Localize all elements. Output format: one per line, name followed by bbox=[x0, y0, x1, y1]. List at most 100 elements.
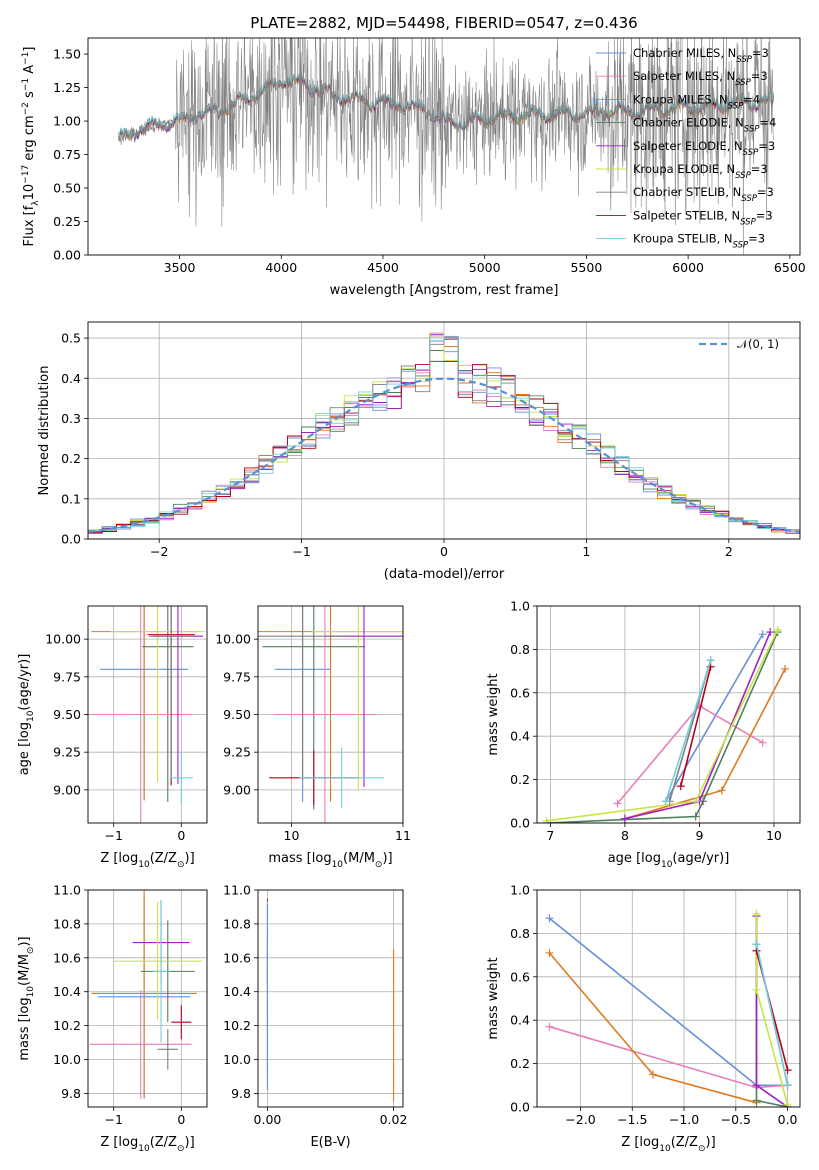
age-vs-Z-plot-area bbox=[88, 606, 205, 823]
mass-vs-Z-panel: −1 0 9.8 10.0 10.2 10.4 10.6 10.8 11.0 Z [log10(Z… bbox=[17, 883, 208, 1154]
residuals-xlabel: (data-model)/error bbox=[384, 567, 505, 582]
weight-vs-age-marker-kroupa-miles-2 bbox=[781, 664, 790, 673]
mass-vs-Z-xtick-label-1: 0 bbox=[177, 1112, 185, 1127]
spectrum-frame bbox=[87, 37, 801, 256]
weight-vs-age-ytick-label-1: 0.2 bbox=[510, 772, 530, 787]
mass-vs-Z-xtick-label-0: −1 bbox=[104, 1112, 122, 1127]
weight-vs-age-marker-kroupa-elodie-2 bbox=[773, 625, 782, 634]
residuals-hist-kroupa-elodie bbox=[88, 333, 800, 532]
residuals-ytick-label-0: 0.0 bbox=[61, 532, 81, 547]
age-vs-mass-xtick-label-1: 11 bbox=[395, 828, 411, 843]
spectrum-legend-label-3: Chabrier ELODIE, NSSP=4 bbox=[633, 116, 776, 135]
age-vs-mass-ytick-label-3: 9.75 bbox=[223, 669, 251, 684]
residuals-ylabel: Normed distribution bbox=[37, 366, 52, 496]
weight-vs-Z-marker-kroupa-miles-1 bbox=[648, 1070, 657, 1079]
age-vs-Z-ytick-label-1: 9.25 bbox=[53, 745, 81, 760]
weight-vs-age-marker-kroupa-miles-1 bbox=[717, 786, 726, 795]
weight-vs-Z-ytick-label-4: 0.8 bbox=[510, 926, 530, 941]
mass-vs-Z-ylabel: mass [log10(M/M⊙)] bbox=[17, 936, 36, 1060]
weight-vs-Z-marker-kroupa-elodie-2 bbox=[783, 1100, 792, 1107]
residuals-ytick-label-1: 0.1 bbox=[61, 491, 81, 506]
mass-vs-Z-plot-area bbox=[90, 890, 202, 1099]
spectrum-ytick-label-0: 0.00 bbox=[53, 248, 81, 263]
age-vs-Z-ytick-label-2: 9.50 bbox=[53, 707, 81, 722]
age-vs-mass-ytick-label-2: 9.50 bbox=[223, 707, 251, 722]
weight-vs-Z-marker-salpeter-elodie-1 bbox=[752, 1081, 761, 1090]
weight-vs-age-marker-chabrier-elodie-1 bbox=[691, 812, 700, 821]
spectrum-legend-label-2: Kroupa MILES, NSSP=4 bbox=[633, 92, 760, 111]
weight-vs-Z-panel: −2.0 −1.5 −1.0 −0.5 0.0 0.0 0.2 0.4 0.6 0.8 1.0 Z [… bbox=[486, 883, 801, 1154]
weight-vs-Z-line-kroupa-stelib bbox=[755, 944, 789, 1086]
weight-vs-age-marker-salpeter-miles-0 bbox=[613, 799, 622, 808]
weight-vs-age-xtick-label-1: 8 bbox=[621, 828, 629, 843]
residuals-legend-label: 𝒩(0, 1) bbox=[737, 337, 779, 351]
weight-vs-age-ytick-label-3: 0.6 bbox=[510, 685, 530, 700]
weight-vs-Z-xtick-label-0: −2.0 bbox=[565, 1112, 595, 1127]
mass-vs-EBV-xlabel: E(B-V) bbox=[310, 1135, 350, 1150]
spectrum-xlabel: wavelength [Angstrom, rest frame] bbox=[330, 283, 559, 298]
weight-vs-Z-frame bbox=[536, 889, 801, 1108]
weight-vs-Z-marker-kroupa-stelib-0 bbox=[752, 940, 761, 949]
weight-vs-age-xtick-label-2: 9 bbox=[695, 828, 703, 843]
spectrum-xtick-label-2: 4500 bbox=[367, 260, 399, 275]
age-vs-mass-ytick-label-0: 9.00 bbox=[223, 782, 251, 797]
mass-vs-Z-ytick-label-6: 11.0 bbox=[53, 883, 81, 898]
weight-vs-age-xtick-label-3: 10 bbox=[766, 828, 782, 843]
spectrum-ytick-label-4: 1.00 bbox=[53, 114, 81, 129]
weight-vs-age-frame bbox=[536, 605, 801, 824]
weight-vs-age-marker-salpeter-elodie-0 bbox=[620, 814, 629, 823]
spectrum-legend-label-5: Kroupa ELODIE, NSSP=3 bbox=[633, 162, 768, 181]
age-vs-mass-panel: 10 11 9.00 9.25 9.50 9.75 10.00 mass [log10(M/M… bbox=[215, 605, 411, 870]
weight-vs-age-marker-kroupa-stelib-0 bbox=[661, 797, 670, 806]
mass-vs-EBV-ytick-label-2: 10.2 bbox=[223, 1018, 251, 1033]
weight-vs-age-marker-kroupa-elodie-0 bbox=[542, 816, 551, 823]
age-vs-Z-frame bbox=[87, 605, 208, 824]
age-vs-Z-ytick-label-4: 10.00 bbox=[45, 632, 81, 647]
residuals-xtick-label-3: 1 bbox=[582, 544, 590, 559]
weight-vs-age-panel: 7 8 9 10 0.0 0.2 0.4 0.6 0.8 1.0 age [log10(age/yr… bbox=[486, 599, 801, 870]
weight-vs-Z-marker-kroupa-elodie-1 bbox=[752, 985, 761, 994]
mass-vs-EBV-ytick-label-6: 11.0 bbox=[223, 883, 251, 898]
spectrum-ylabel: Flux [fλ10−17 erg cm−2 s−1 A−1] bbox=[21, 47, 41, 247]
mass-vs-EBV-panel: 0.00 0.02 9.8 10.0 10.2 10.4 10.6 10.8 11.0 E(B-V… bbox=[223, 883, 407, 1151]
weight-vs-age-ytick-label-5: 1.0 bbox=[510, 599, 530, 614]
spectrum-ytick-label-5: 1.25 bbox=[53, 80, 81, 95]
mass-vs-EBV-ytick-label-1: 10.0 bbox=[223, 1052, 251, 1067]
weight-vs-age-line-chabrier-miles bbox=[665, 633, 764, 802]
mass-vs-EBV-ytick-label-0: 9.8 bbox=[231, 1086, 251, 1101]
residuals-ytick-label-3: 0.3 bbox=[61, 411, 81, 426]
age-vs-Z-xlabel: Z [log10(Z/Z⊙)] bbox=[100, 851, 194, 870]
weight-vs-age-ytick-label-4: 0.8 bbox=[510, 642, 530, 657]
age-vs-mass-xlabel: mass [log10(M/M⊙)] bbox=[268, 851, 392, 870]
weight-vs-Z-xtick-label-4: 0.0 bbox=[778, 1112, 798, 1127]
residuals-plot-area bbox=[88, 332, 800, 534]
mass-vs-EBV-xtick-label-0: 0.00 bbox=[254, 1112, 282, 1127]
spectrum-ytick-label-3: 0.75 bbox=[53, 147, 81, 162]
age-vs-Z-panel: −1 0 9.00 9.25 9.50 9.75 10.00 Z [log10(Z/Z⊙)] a… bbox=[17, 605, 208, 870]
weight-vs-age-marker-salpeter-stelib-0 bbox=[676, 782, 685, 791]
spectrum-legend-label-1: Salpeter MILES, NSSP=3 bbox=[633, 69, 768, 88]
spectrum-xtick-label-1: 4000 bbox=[265, 260, 297, 275]
weight-vs-Z-marker-salpeter-miles-0 bbox=[545, 1022, 554, 1031]
age-vs-mass-xtick-label-0: 10 bbox=[284, 828, 300, 843]
weight-vs-Z-xlabel: Z [log10(Z/Z⊙)] bbox=[621, 1135, 715, 1154]
weight-vs-age-ytick-label-2: 0.4 bbox=[510, 729, 530, 744]
weight-vs-age-line-kroupa-stelib bbox=[665, 660, 712, 802]
residuals-xtick-label-1: −1 bbox=[292, 544, 310, 559]
weight-vs-Z-ytick-label-3: 0.6 bbox=[510, 969, 530, 984]
weight-vs-age-ytick-label-0: 0.0 bbox=[510, 816, 530, 831]
weight-vs-Z-ytick-label-2: 0.4 bbox=[510, 1013, 530, 1028]
age-vs-Z-xtick-label-0: −1 bbox=[104, 828, 122, 843]
mass-vs-Z-ytick-label-3: 10.4 bbox=[53, 984, 81, 999]
weight-vs-age-plot-area bbox=[542, 625, 790, 823]
spectrum-xtick-label-3: 5000 bbox=[469, 260, 501, 275]
spectrum-xtick-label-5: 6000 bbox=[672, 260, 704, 275]
mass-vs-EBV-plot-area bbox=[266, 898, 395, 1102]
spectrum-observed-data bbox=[118, 38, 774, 255]
mass-vs-Z-ytick-label-2: 10.2 bbox=[53, 1018, 81, 1033]
mass-vs-Z-xlabel: Z [log10(Z/Z⊙)] bbox=[100, 1135, 194, 1154]
residuals-panel: −2 −1 0 1 2 0.0 0.1 0.2 0.3 0.4 0.5 (data-model)/er… bbox=[37, 321, 801, 582]
mass-vs-Z-ytick-label-4: 10.6 bbox=[53, 950, 81, 965]
mass-vs-Z-ytick-label-0: 9.8 bbox=[61, 1086, 81, 1101]
